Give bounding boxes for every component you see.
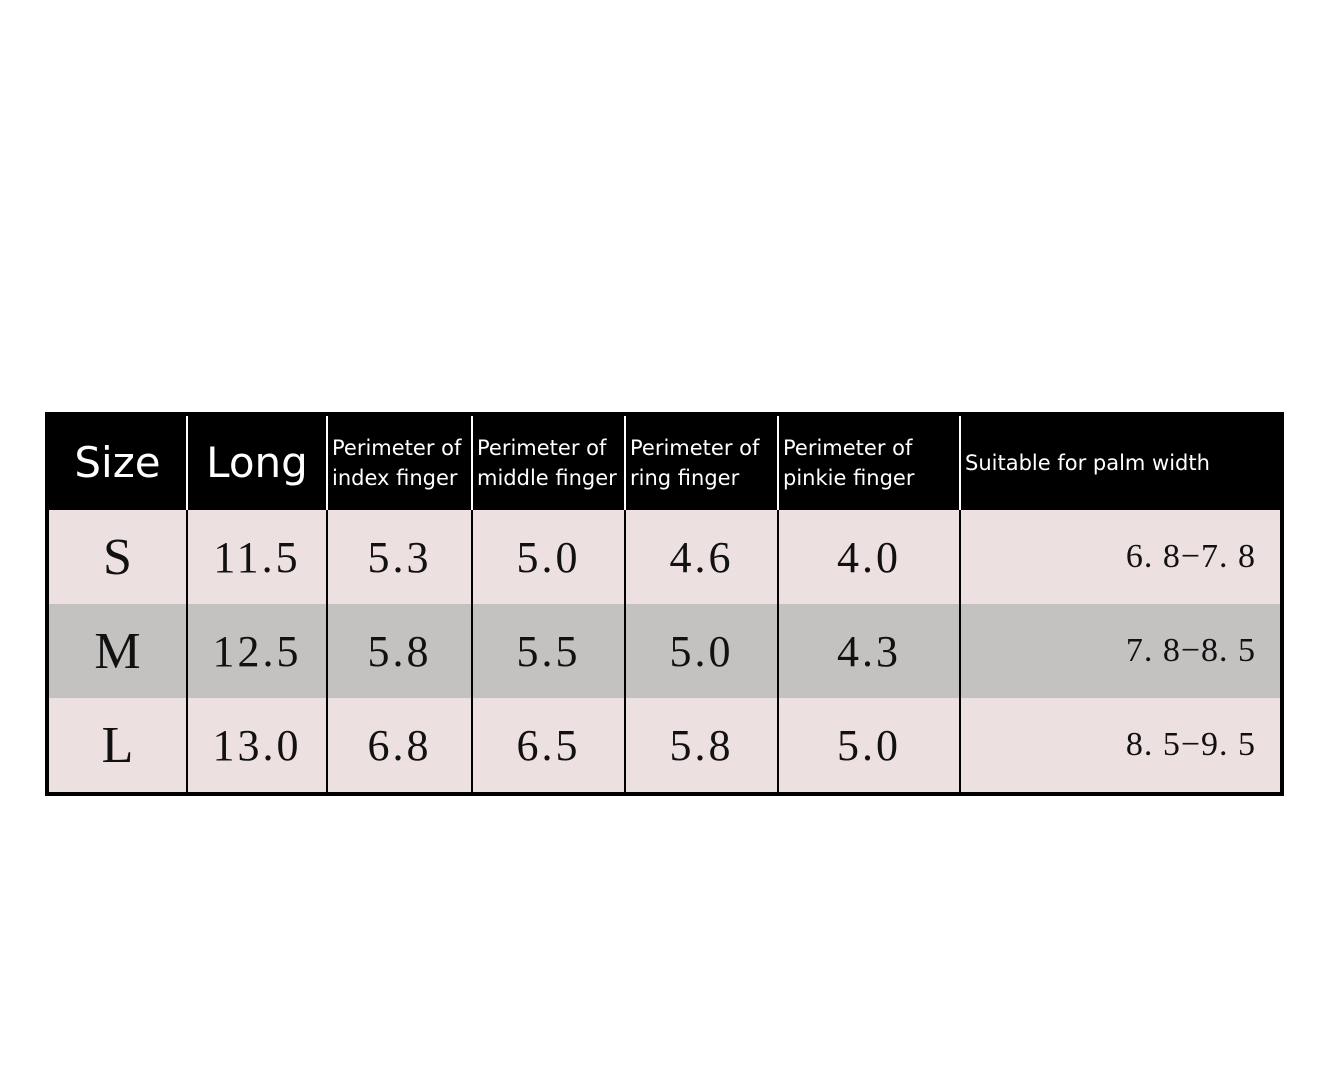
table-cell: 5.5 xyxy=(471,604,625,698)
table-cell: 7. 8−8. 5 xyxy=(959,604,1282,698)
size-table: Size Long Perimeter of index finger Perimet… xyxy=(45,412,1284,796)
header-cell: Long xyxy=(186,414,327,510)
header-cell: Perimeter of ring finger xyxy=(624,414,778,510)
table-cell: 5.8 xyxy=(326,604,472,698)
header-cell: Suitable for palm width xyxy=(959,414,1282,510)
table-row: S 11.5 5.3 5.0 4.6 4.0 6. 8−7. 8 xyxy=(46,510,1282,604)
table-cell: 4.0 xyxy=(777,510,960,604)
table-cell: 4.3 xyxy=(777,604,960,698)
table-cell: S xyxy=(46,510,187,604)
table-cell: 5.0 xyxy=(777,698,960,794)
table-body: S 11.5 5.3 5.0 4.6 4.0 6. 8−7. 8 M 12.5 5.8 5.5 5.0… xyxy=(46,510,1282,794)
table-cell: M xyxy=(46,604,187,698)
table-row: M 12.5 5.8 5.5 5.0 4.3 7. 8−8. 5 xyxy=(46,604,1282,698)
table-cell: 5.0 xyxy=(471,510,625,604)
table-cell: 5.8 xyxy=(624,698,778,794)
header-row: Size Long Perimeter of index finger Perimet… xyxy=(47,414,1282,510)
header-cell: Perimeter of pinkie finger xyxy=(777,414,960,510)
header-cell: Perimeter of index finger xyxy=(326,414,472,510)
table-cell: 5.0 xyxy=(624,604,778,698)
header-cell: Size xyxy=(47,414,187,510)
table-cell: L xyxy=(46,698,187,794)
table-cell: 6.8 xyxy=(326,698,472,794)
table-cell: 11.5 xyxy=(186,510,327,604)
table-row: L 13.0 6.8 6.5 5.8 5.0 8. 5−9. 5 xyxy=(46,698,1282,794)
size-chart: Size Long Perimeter of index finger Perimet… xyxy=(45,412,1284,796)
table-cell: 6. 8−7. 8 xyxy=(959,510,1282,604)
table-cell: 6.5 xyxy=(471,698,625,794)
table-cell: 13.0 xyxy=(186,698,327,794)
table-cell: 5.3 xyxy=(326,510,472,604)
table-cell: 12.5 xyxy=(186,604,327,698)
header-cell: Perimeter of middle finger xyxy=(471,414,625,510)
table-cell: 8. 5−9. 5 xyxy=(959,698,1282,794)
table-cell: 4.6 xyxy=(624,510,778,604)
